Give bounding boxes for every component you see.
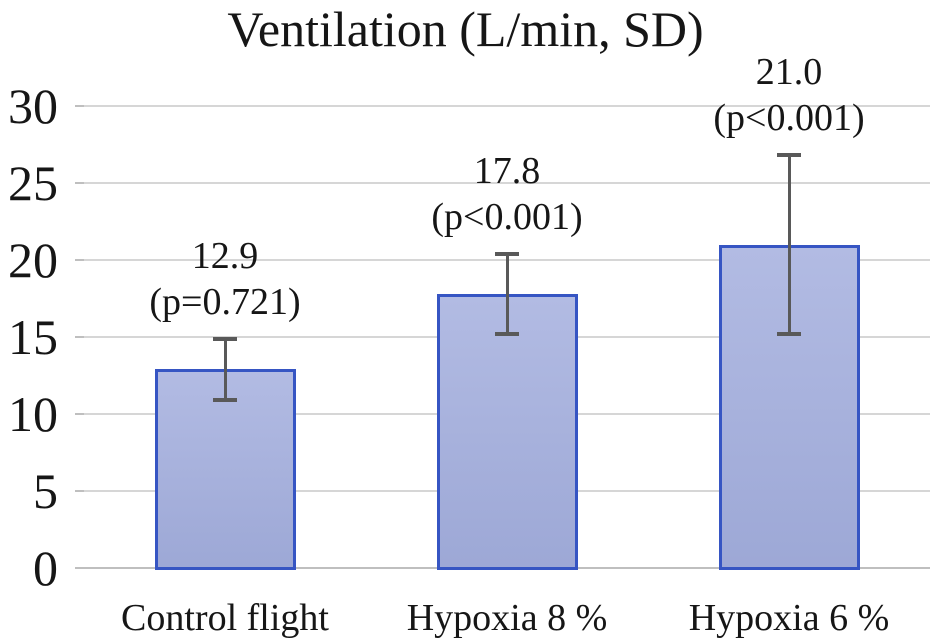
y-axis-tick [75,336,84,338]
chart-title: Ventilation (L/min, SD) [227,1,704,57]
data-label-value: 21.0 [755,51,823,94]
data-label-value: 17.8 [473,149,541,192]
data-label-pvalue: (p<0.001) [713,97,865,140]
gridline [84,105,930,107]
y-axis-label: 5 [33,463,58,519]
y-axis-tick [75,182,84,184]
error-bar-cap [495,251,519,256]
error-bar-cap [495,331,519,336]
y-axis-tick [75,413,84,415]
error-bar-cap [213,336,237,341]
y-axis-label: 15 [8,309,58,365]
y-axis-tick [75,490,84,492]
x-axis-label: Hypoxia 6 % [688,597,890,639]
x-axis-label: Hypoxia 8 % [406,597,608,639]
error-bar-line [223,338,227,401]
error-bar-cap [213,398,237,403]
y-axis-tick [75,259,84,261]
bar [436,293,578,570]
y-axis-label: 30 [8,78,58,134]
error-bar-line [787,155,791,334]
data-label-value: 12.9 [191,234,259,277]
data-label-pvalue: (p<0.001) [431,195,583,238]
y-axis-tick [75,105,84,107]
x-axis-label: Control flight [121,597,329,639]
y-axis-label: 10 [8,386,58,442]
error-bar-cap [777,331,801,336]
data-label: 12.9 (p=0.721) [149,233,300,325]
gridline [84,182,930,184]
data-label: 21.0 (p<0.001) [713,49,864,141]
error-bar-cap [777,153,801,158]
y-axis-label: 25 [8,155,58,211]
data-label: 17.8 (p<0.001) [431,148,582,240]
bar [718,244,860,570]
y-axis-label: 20 [8,232,58,288]
y-axis-tick [75,567,84,569]
error-bar-line [505,253,509,334]
y-axis-label: 0 [33,540,58,596]
data-label-pvalue: (p=0.721) [149,280,301,323]
